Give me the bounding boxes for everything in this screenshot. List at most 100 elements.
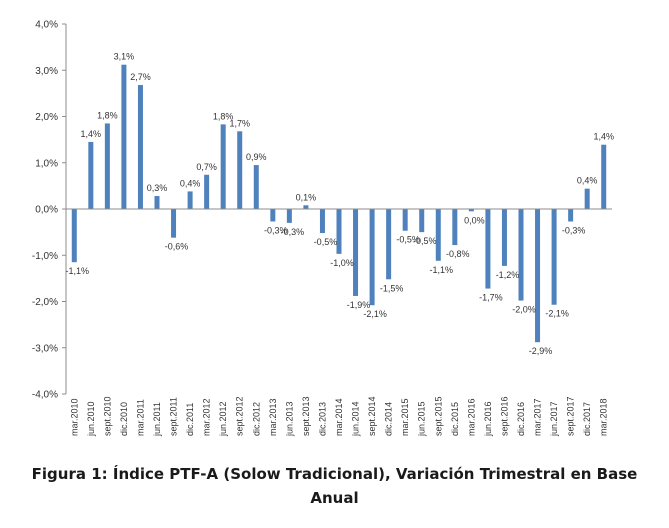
bar [270, 209, 276, 222]
data-label: -1,1% [66, 266, 90, 276]
x-tick-label: mar.2014 [334, 398, 344, 436]
x-tick-label: mar.2013 [268, 398, 278, 436]
x-tick-label: dic.2017 [582, 402, 592, 436]
bar [88, 141, 94, 209]
data-label: 1,8% [97, 110, 118, 120]
data-label: 0,1% [296, 192, 317, 202]
bar [402, 209, 408, 231]
x-tick-label: jun.2012 [218, 401, 228, 437]
x-tick-label: sept.2017 [566, 396, 576, 436]
bar [220, 124, 226, 209]
x-tick-label: dic.2010 [119, 402, 129, 436]
y-tick-label: 3,0% [35, 66, 58, 77]
y-tick-label: 2,0% [35, 112, 58, 123]
data-label: -2,0% [512, 305, 536, 315]
data-label: -1,2% [496, 270, 520, 280]
data-label: -0,3% [281, 227, 305, 237]
bar [336, 209, 342, 254]
x-tick-label: jun.2016 [483, 401, 493, 437]
bar [171, 209, 177, 238]
x-tick-label: sept.2016 [499, 396, 509, 436]
x-tick-label: mar.2018 [599, 398, 609, 436]
data-label: 0,4% [577, 176, 598, 186]
bar [601, 144, 607, 209]
bar [104, 123, 110, 209]
x-tick-label: mar.2015 [400, 398, 410, 436]
data-label: 1,8% [213, 111, 234, 121]
bar [518, 209, 524, 301]
y-tick-label: -3,0% [32, 343, 58, 354]
bar [286, 209, 292, 223]
data-label: -0,3% [264, 225, 288, 235]
x-tick-label: jun.2014 [351, 401, 361, 437]
caption-line-2: Anual [310, 489, 359, 507]
bar [551, 209, 557, 305]
bar [535, 209, 541, 343]
data-label: -0,8% [446, 249, 470, 259]
data-label: 1,4% [81, 129, 102, 139]
bar [303, 205, 309, 209]
x-tick-label: sept.2011 [169, 397, 179, 436]
x-tick-label: mar.2010 [69, 398, 79, 436]
bar [187, 191, 193, 209]
bar [419, 209, 425, 233]
data-label: 1,7% [229, 118, 250, 128]
data-label: -2,1% [545, 309, 569, 319]
x-tick-label: mar.2012 [202, 398, 212, 436]
data-label: 0,9% [246, 152, 267, 162]
bar [204, 174, 210, 209]
bar [485, 209, 491, 289]
bar-chart: -4,0% -3,0% -2,0% -1,0% 0,0% 1,0% 2,0% 3,0% 4,0%… [32, 20, 614, 438]
x-tick-label: mar.2017 [533, 398, 543, 436]
bar [568, 209, 574, 222]
bar [71, 209, 77, 263]
x-tick-label: sept.2013 [301, 396, 311, 436]
bar [121, 64, 127, 209]
bar [452, 209, 458, 246]
data-label: -0,5% [413, 236, 437, 246]
x-tick-label: mar.2016 [466, 398, 476, 436]
data-label: -1,1% [430, 265, 454, 275]
data-label: -1,9% [347, 300, 371, 310]
bar [501, 209, 507, 266]
y-tick-label: 0,0% [35, 205, 58, 216]
figure-caption: Figura 1: Índice PTF-A (Solow Tradiciona… [0, 462, 669, 510]
x-tick-label: jun.2011 [152, 402, 162, 437]
bar [253, 165, 259, 209]
bar [584, 188, 590, 209]
data-label: 3,1% [114, 52, 135, 62]
y-tick-label: 1,0% [35, 158, 58, 169]
x-tick-label: jun.2013 [284, 401, 294, 437]
x-tick-label: mar.2011 [135, 399, 145, 436]
x-tick-label: jun.2017 [549, 401, 559, 437]
x-tick-label: dic.2014 [384, 402, 394, 436]
x-tick-label: sept.2012 [235, 396, 245, 436]
data-label: -2,9% [529, 346, 553, 356]
bar [237, 131, 243, 209]
data-label: 1,4% [593, 132, 614, 142]
y-tick-label: 4,0% [35, 20, 58, 31]
x-tick-label: dic.2011 [185, 403, 195, 436]
caption-line-1: Figura 1: Índice PTF-A (Solow Tradiciona… [31, 465, 638, 483]
data-label: -1,0% [330, 258, 354, 268]
data-label: -1,7% [479, 293, 503, 303]
y-tick-label: -1,0% [32, 251, 58, 262]
data-label: 0,4% [180, 178, 201, 188]
bar [319, 209, 325, 234]
data-label: 0,7% [196, 162, 217, 172]
x-tick-label: jun.2015 [417, 401, 427, 437]
data-label: -0,3% [562, 225, 586, 235]
y-tick-label: -4,0% [32, 390, 58, 401]
bar [386, 209, 392, 280]
x-tick-label: sept.2014 [367, 396, 377, 436]
data-label: -0,5% [396, 235, 420, 245]
x-tick-label: sept.2010 [102, 396, 112, 436]
x-tick-label: sept.2015 [433, 396, 443, 436]
data-label: -0,5% [314, 237, 338, 247]
bar [435, 209, 441, 261]
bar [137, 85, 143, 209]
x-tick-label: dic.2012 [251, 402, 261, 436]
x-tick-label: dic.2016 [516, 402, 526, 436]
data-label: -1,5% [380, 283, 404, 293]
x-tick-label: jun.2010 [86, 401, 96, 437]
